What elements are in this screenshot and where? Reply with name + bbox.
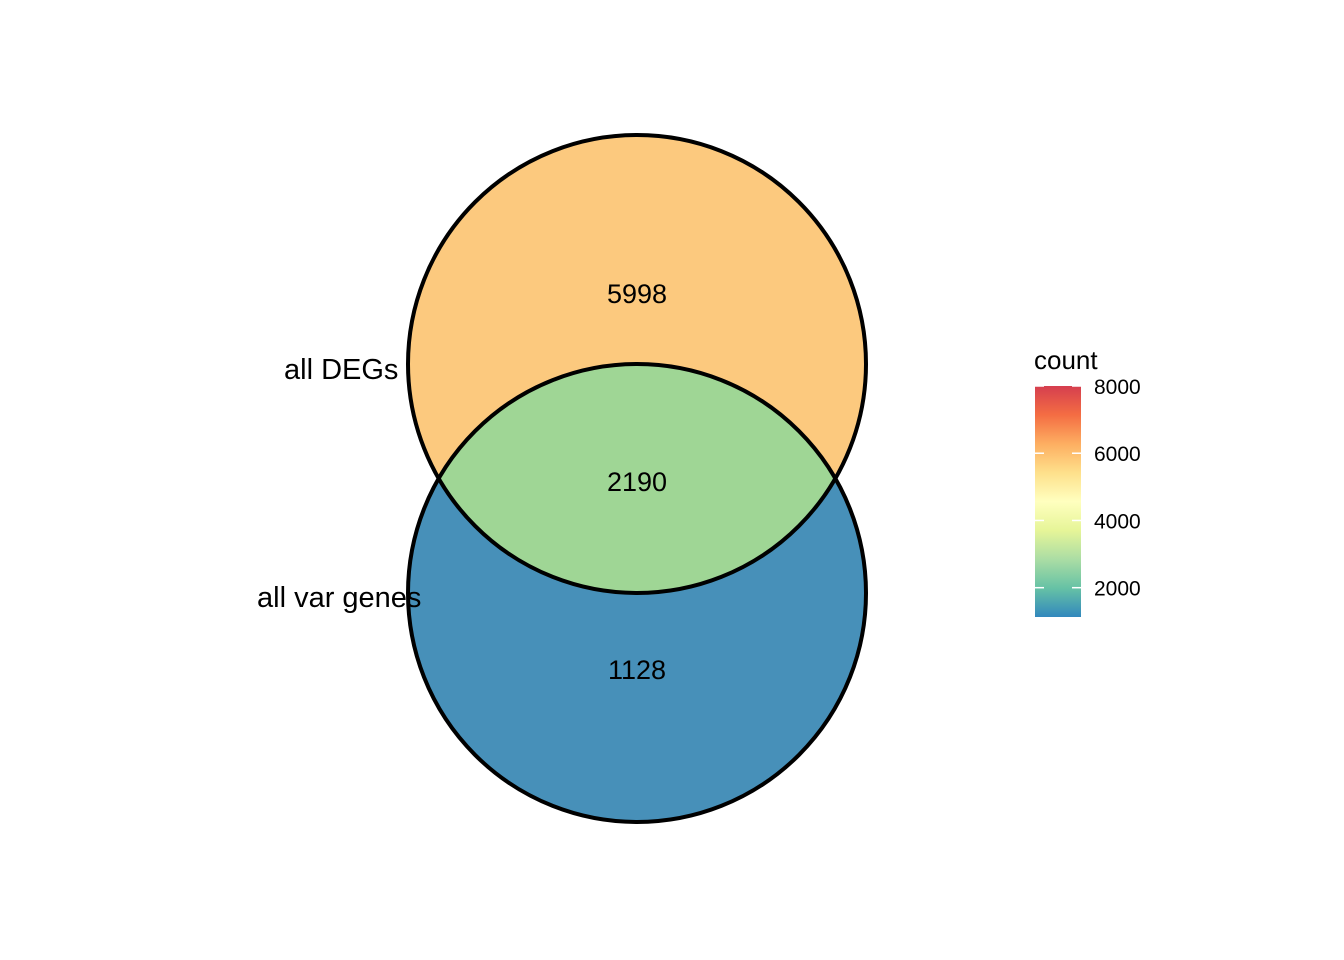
legend-tick-label: 8000	[1094, 376, 1141, 399]
set-outline-var	[406, 362, 868, 824]
legend-title: count	[1034, 345, 1098, 375]
legend-ticks: 2000 4000 6000 8000	[1035, 376, 1141, 601]
count-intersection: 2190	[607, 467, 667, 497]
legend-tick-label: 2000	[1094, 578, 1141, 601]
legend-tick-label: 6000	[1094, 443, 1141, 466]
set-outline-degs	[406, 133, 868, 595]
count-var-only: 1128	[608, 655, 666, 685]
set-label-var: all var genes	[257, 582, 421, 614]
count-degs-only: 5998	[607, 279, 667, 309]
set-label-degs: all DEGs	[284, 354, 398, 386]
legend-tick-label: 4000	[1094, 510, 1141, 533]
region-intersection	[408, 364, 866, 593]
legend-colorbar	[1035, 386, 1081, 617]
